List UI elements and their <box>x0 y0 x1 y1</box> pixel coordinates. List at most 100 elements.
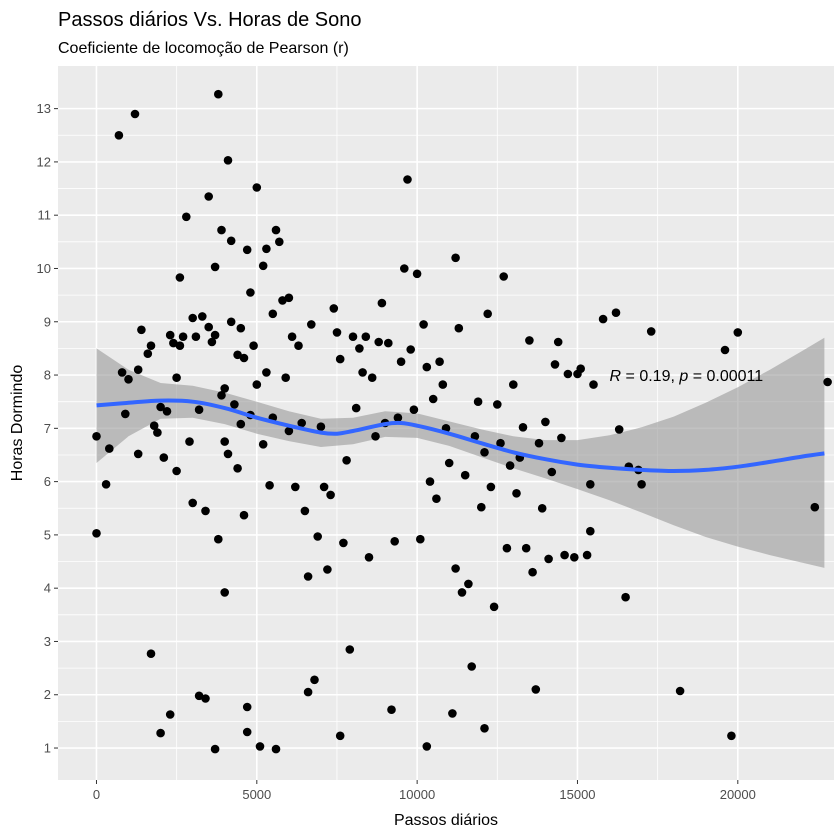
data-point <box>502 543 512 553</box>
data-point <box>438 380 448 389</box>
data-point <box>521 543 531 553</box>
p-value: 0.00011 <box>707 368 764 385</box>
data-point <box>182 212 191 222</box>
data-point <box>165 710 175 719</box>
data-point <box>249 341 258 351</box>
data-point <box>204 322 213 332</box>
data-point <box>614 425 624 434</box>
data-point <box>412 269 422 279</box>
data-point <box>133 365 143 375</box>
data-point <box>550 360 560 369</box>
data-point <box>258 261 268 271</box>
data-point <box>303 572 313 581</box>
data-point <box>178 332 188 342</box>
data-point <box>586 480 595 489</box>
x-tick-label: 0 <box>93 787 100 802</box>
data-point <box>191 332 201 342</box>
data-point <box>159 453 169 462</box>
y-tick-label: 3 <box>44 634 51 649</box>
data-point <box>553 337 563 347</box>
data-point <box>220 588 229 597</box>
data-point <box>262 368 271 377</box>
data-point <box>576 364 585 374</box>
data-point <box>198 312 207 321</box>
data-point <box>525 336 534 345</box>
data-point <box>646 327 656 336</box>
data-point <box>675 686 685 696</box>
data-point <box>242 245 252 255</box>
data-point <box>342 456 351 465</box>
data-point <box>252 380 262 389</box>
data-point <box>207 337 217 347</box>
data-point <box>223 449 233 459</box>
data-point <box>505 461 515 470</box>
data-point <box>454 323 464 333</box>
data-point <box>823 377 832 387</box>
data-point <box>637 480 646 489</box>
data-point <box>156 728 165 738</box>
data-point <box>351 403 361 413</box>
data-point <box>621 592 630 602</box>
data-point <box>451 253 460 263</box>
data-point <box>348 332 358 342</box>
data-point <box>444 458 454 468</box>
data-point <box>124 375 133 384</box>
data-point <box>121 409 130 419</box>
y-tick-label: 1 <box>44 741 51 756</box>
data-point <box>246 288 255 297</box>
data-point <box>133 449 143 459</box>
y-tick-label: 8 <box>44 368 51 383</box>
data-point <box>387 705 396 714</box>
data-point <box>294 341 303 351</box>
data-point <box>242 727 252 737</box>
data-point <box>220 437 229 446</box>
data-point <box>92 432 101 441</box>
data-point <box>300 506 310 516</box>
data-point <box>275 237 284 247</box>
data-point <box>493 400 502 409</box>
data-point <box>557 433 566 443</box>
data-point <box>544 554 553 564</box>
data-point <box>467 662 477 671</box>
chart-title: Passos diários Vs. Horas de Sono <box>58 9 362 31</box>
data-point <box>518 423 528 432</box>
data-point <box>137 325 146 335</box>
data-point <box>432 494 441 504</box>
y-tick-label: 12 <box>37 154 51 169</box>
data-point <box>390 537 400 546</box>
data-point <box>323 565 332 574</box>
data-point <box>117 368 127 377</box>
data-point <box>220 384 229 393</box>
data-point <box>547 467 557 477</box>
data-point <box>146 649 156 658</box>
data-point <box>589 380 598 389</box>
data-point <box>448 709 457 718</box>
data-point <box>310 675 319 685</box>
data-point <box>210 744 220 754</box>
y-tick-label: 2 <box>44 687 51 702</box>
data-point <box>361 332 371 342</box>
data-point <box>319 482 329 492</box>
data-point <box>480 448 489 457</box>
data-point <box>371 432 380 441</box>
data-point <box>281 373 291 383</box>
data-point <box>374 337 384 347</box>
data-point <box>169 338 178 348</box>
data-point <box>409 405 419 415</box>
data-point <box>512 489 521 498</box>
data-point <box>271 744 281 754</box>
data-point <box>255 742 265 751</box>
data-point <box>384 338 393 348</box>
y-tick-label: 5 <box>44 527 51 542</box>
data-point <box>271 225 281 235</box>
y-tick-label: 4 <box>44 581 51 596</box>
data-point <box>233 350 242 360</box>
smooth-line <box>96 398 825 474</box>
data-point <box>355 344 364 353</box>
data-point <box>570 553 579 562</box>
data-point <box>230 400 239 409</box>
data-point <box>335 731 345 741</box>
x-tick-label: 10000 <box>399 787 435 802</box>
data-point <box>541 417 550 427</box>
